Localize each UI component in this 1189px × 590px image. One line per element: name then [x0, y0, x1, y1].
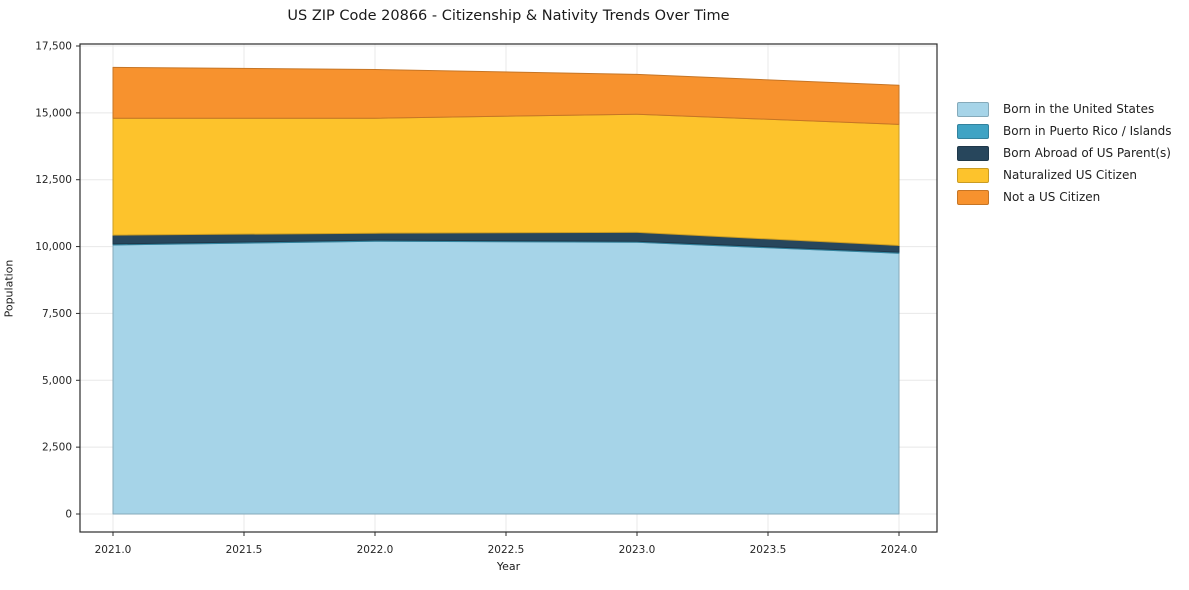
legend-label: Not a US Citizen: [1003, 190, 1101, 204]
area-not-a-us-citizen: [112, 66, 900, 125]
legend-swatch: [957, 146, 989, 161]
legend-label: Born in the United States: [1003, 102, 1155, 116]
legend-swatch: [957, 190, 989, 205]
legend-item: Naturalized US Citizen: [957, 168, 1172, 183]
area-born-in-the-united-states: [112, 240, 900, 515]
y-tick-label: 0: [65, 509, 72, 521]
legend-swatch: [957, 168, 989, 183]
area-naturalized-us-citizen: [112, 113, 900, 247]
legend-item: Born Abroad of US Parent(s): [957, 146, 1172, 161]
x-tick-label: 2023.5: [750, 544, 787, 556]
legend-label: Naturalized US Citizen: [1003, 168, 1137, 182]
x-tick-label: 2021.0: [95, 544, 132, 556]
x-axis-label: Year: [496, 560, 521, 573]
y-tick-label: 17,500: [35, 41, 72, 53]
y-tick-label: 15,000: [35, 107, 72, 119]
legend-item: Born in Puerto Rico / Islands: [957, 124, 1172, 139]
legend-item: Born in the United States: [957, 102, 1172, 117]
x-tick-label: 2022.0: [357, 544, 394, 556]
axes-frame: [79, 43, 938, 533]
legend-swatch: [957, 124, 989, 139]
legend-label: Born Abroad of US Parent(s): [1003, 146, 1171, 160]
y-tick-label: 7,500: [42, 308, 72, 320]
legend-item: Not a US Citizen: [957, 190, 1172, 205]
legend-swatch: [957, 102, 989, 117]
y-tick-label: 2,500: [42, 442, 72, 454]
legend: Born in the United States Born in Puerto …: [957, 102, 1172, 213]
x-tick-label: 2024.0: [881, 544, 918, 556]
x-tick-label: 2021.5: [226, 544, 263, 556]
legend-label: Born in Puerto Rico / Islands: [1003, 124, 1172, 138]
chart-title: US ZIP Code 20866 - Citizenship & Nativi…: [287, 8, 730, 24]
y-tick-label: 12,500: [35, 174, 72, 186]
x-tick-label: 2023.0: [619, 544, 656, 556]
x-tick-label: 2022.5: [488, 544, 525, 556]
y-axis-label: Population: [2, 259, 16, 318]
y-tick-label: 5,000: [42, 375, 72, 387]
y-tick-label: 10,000: [35, 241, 72, 253]
